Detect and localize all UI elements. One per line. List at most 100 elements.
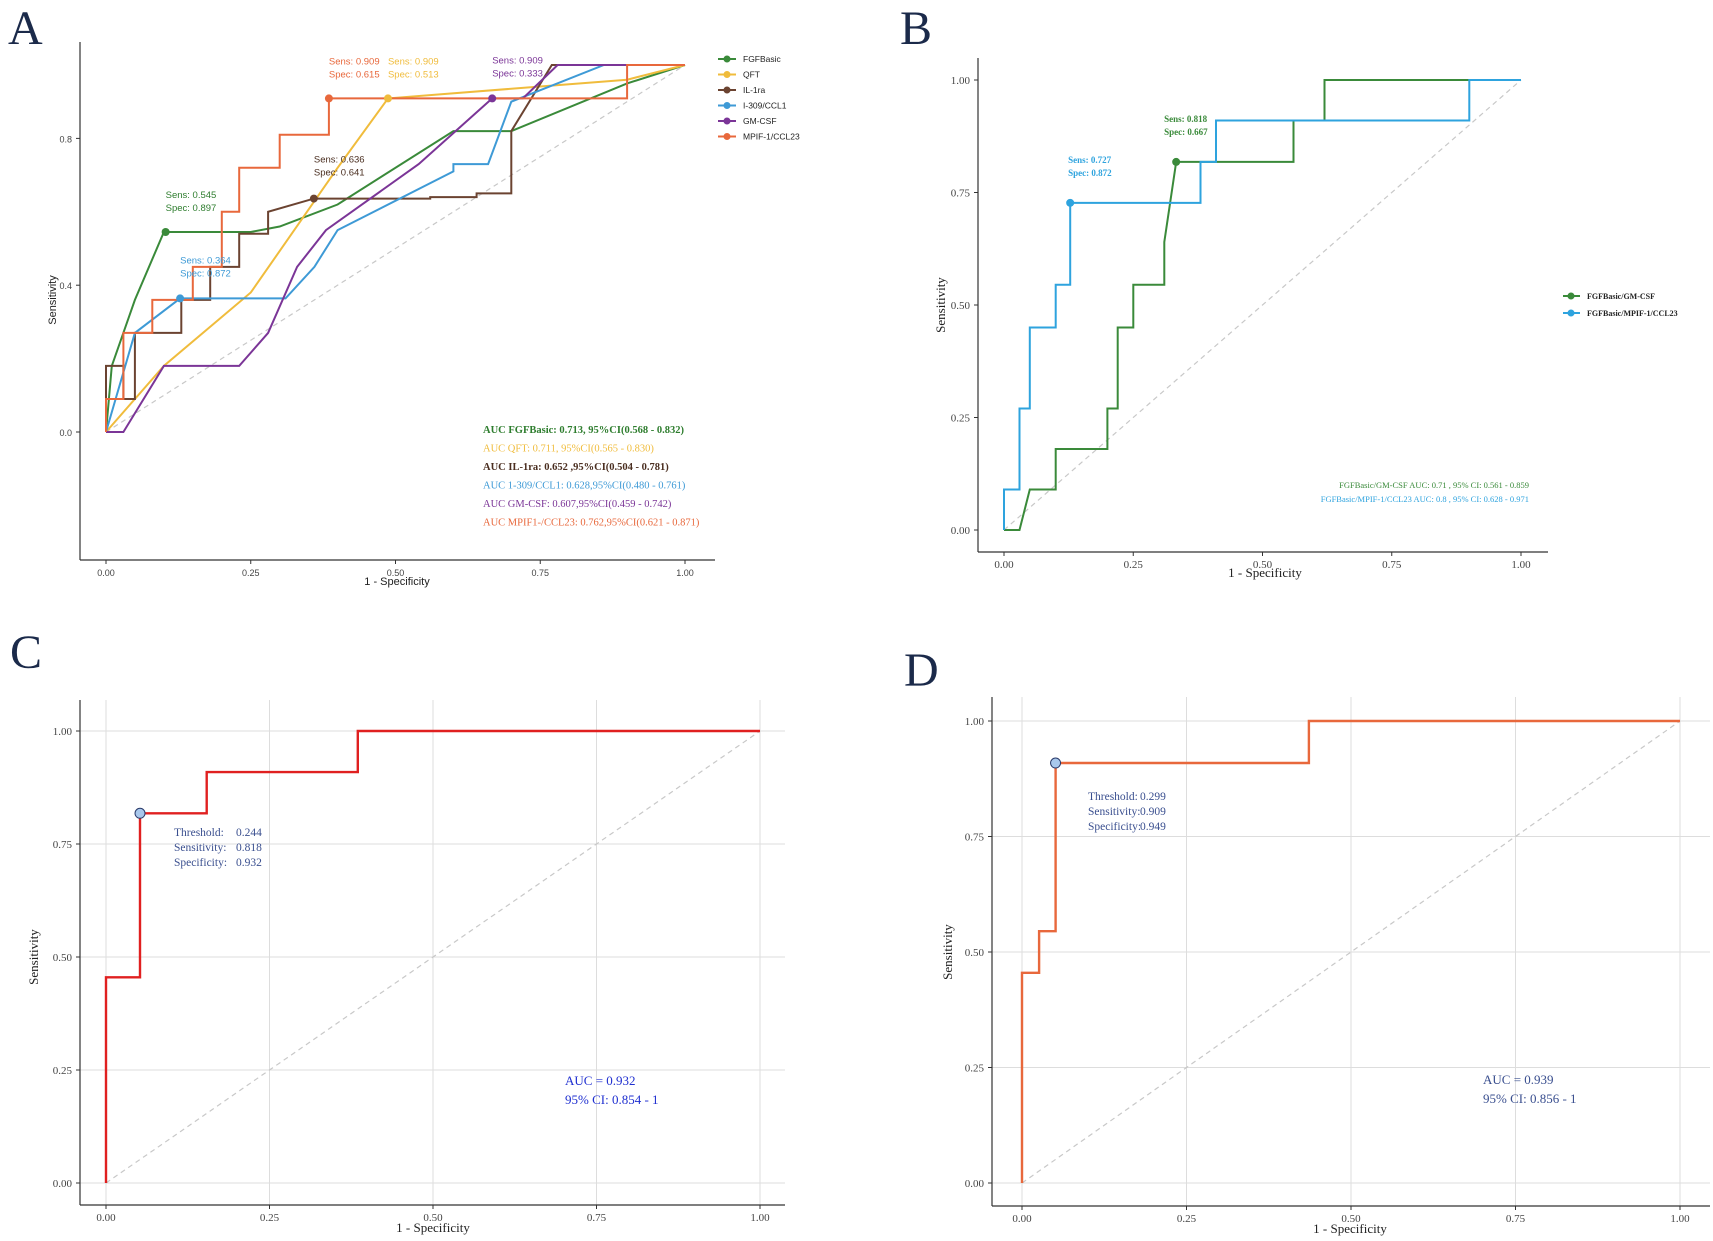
x-tick-label: 0.00 [97, 568, 115, 578]
threshold-box-label: Specificity: [174, 857, 227, 869]
auc-label: FGFBasic/GM-CSF AUC: 0.71 , 95% CI: 0.56… [1339, 480, 1529, 490]
threshold-box-value: 0.244 [236, 827, 262, 839]
threshold-box-value: 0.299 [1140, 791, 1166, 803]
legend-label: FGFBasic/GM-CSF [1587, 292, 1655, 301]
y-axis-label: Sensitivity [26, 929, 41, 985]
legend-marker [723, 86, 731, 94]
cutoff-point [309, 194, 318, 203]
legend-marker [723, 117, 731, 125]
legend-marker [723, 102, 731, 109]
cutoff-sens-label: Sens: 0.909 [388, 56, 439, 67]
cutoff-spec-label: Spec: 0.872 [180, 268, 231, 279]
threshold-box-value: 0.818 [236, 842, 262, 854]
reference-diagonal [105, 730, 761, 1184]
y-tick-label: 1.00 [951, 75, 971, 87]
roc-line-gm-csf [106, 64, 685, 433]
auc-label: AUC QFT: 0.711, 95%CI(0.565 - 0.830) [483, 444, 654, 455]
legend-label: GM-CSF [743, 116, 777, 126]
legend-marker [723, 71, 731, 78]
x-axis-label: 1 - Specificity [396, 1220, 470, 1235]
x-axis-label: 1 - Specificity [364, 576, 430, 588]
threshold-box-label: Threshold: [174, 827, 224, 839]
roc-line-fgfbasic-mpif-1-ccl23 [1003, 79, 1521, 530]
y-tick-label: 0.0 [59, 428, 72, 438]
legend-label: FGFBasic/MPIF-1/CCL23 [1587, 309, 1678, 318]
roc-panel-d: 0.00 0.25 0.50 0.75 1.00 0.00 0.25 0.50 0.75 1.00… [940, 697, 1710, 1236]
auc-label: AUC MPIF1-/CCL23: 0.762,95%CI(0.621 - 0.… [483, 518, 700, 529]
x-tick-label: 0.75 [1506, 1213, 1526, 1225]
x-tick-label: 0.50 [1341, 1213, 1361, 1225]
y-axis-label: Sensitivity [47, 275, 59, 325]
y-tick-label: 1.00 [53, 726, 73, 738]
legend-label: I-309/CCL1 [743, 101, 787, 111]
x-axis-label: 1 - Specificity [1313, 1221, 1387, 1236]
x-tick-label: 0.50 [1253, 559, 1273, 571]
cutoff-spec-label: Spec: 0.667 [1164, 127, 1208, 137]
threshold-box-label: Threshold: [1088, 791, 1138, 803]
x-tick-label: 1.00 [750, 1212, 770, 1224]
cutoff-sens-label: Sens: 0.636 [314, 155, 365, 166]
cutoff-point [161, 227, 170, 236]
y-tick-label: 0.50 [951, 300, 971, 312]
legend-marker [723, 133, 731, 140]
auc-label: AUC FGFBasic: 0.713, 95%CI(0.568 - 0.832… [483, 425, 684, 436]
cutoff-sens-label: Sens: 0.909 [492, 55, 543, 66]
legend-label: IL-1ra [743, 85, 765, 95]
y-tick-label: 0.75 [951, 188, 971, 200]
x-axis-label: 1 - Specificity [1228, 565, 1302, 580]
y-axis-label: Sensitivity [940, 924, 955, 980]
roc-panel-b: 0.00 0.25 0.50 0.75 1.00 0.00 0.25 0.50 0.75 1.00… [933, 58, 1678, 580]
y-tick-label: 0.75 [965, 832, 985, 844]
auc-label: FGFBasic/MPIF-1/CCL23 AUC: 0.8 , 95% CI:… [1321, 494, 1529, 504]
roc-line-roc [104, 729, 760, 1183]
ci-text: 95% CI: 0.854 - 1 [565, 1092, 659, 1107]
panel-label-c: C [10, 626, 42, 679]
reference-diagonal [105, 64, 686, 433]
legend-marker [1567, 292, 1575, 300]
y-tick-label: 0.25 [951, 413, 971, 425]
legend-marker [723, 55, 731, 63]
cutoff-spec-label: Spec: 0.513 [388, 69, 439, 80]
x-tick-label: 0.00 [994, 559, 1014, 571]
threshold-box-value: 0.932 [236, 857, 262, 869]
y-tick-label: 0.00 [53, 1178, 73, 1190]
x-tick-label: 0.00 [96, 1212, 116, 1224]
threshold-point [1050, 757, 1062, 769]
cutoff-spec-label: Spec: 0.641 [314, 168, 365, 179]
y-tick-label: 0.25 [965, 1063, 985, 1075]
y-tick-label: 0.50 [965, 947, 985, 959]
threshold-box-label: Specificity: [1088, 821, 1141, 833]
y-tick-label: 0.25 [53, 1065, 73, 1077]
cutoff-spec-label: Spec: 0.615 [329, 69, 380, 80]
roc-panel-c: 0.00 0.25 0.50 0.75 1.00 0.00 0.25 0.50 0.75 1.00… [26, 700, 785, 1235]
auc-label: AUC IL-1ra: 0.652 ,95%CI(0.504 - 0.781) [483, 462, 669, 473]
roc-line-il-1ra [105, 64, 685, 432]
threshold-box-value: 0.909 [1140, 806, 1166, 818]
cutoff-point [383, 94, 392, 103]
auc-label: AUC 1-309/CCL1: 0.628,95%CI(0.480 - 0.76… [483, 481, 686, 492]
x-tick-label: 0.25 [242, 568, 260, 578]
x-tick-label: 0.50 [423, 1212, 443, 1224]
roc-line-fgfbasic [105, 64, 686, 433]
x-tick-label: 1.00 [1670, 1213, 1690, 1225]
y-axis-label: Sensitivity [933, 277, 948, 333]
threshold-point [134, 807, 146, 819]
x-tick-label: 0.25 [1177, 1213, 1197, 1225]
legend-label: QFT [743, 70, 760, 80]
cutoff-spec-label: Spec: 0.897 [166, 203, 217, 214]
x-tick-label: 0.00 [1012, 1213, 1032, 1225]
x-tick-label: 0.50 [387, 568, 405, 578]
y-tick-label: 0.00 [965, 1178, 985, 1190]
cutoff-sens-label: Sens: 0.364 [180, 255, 231, 266]
panel-label-d: D [904, 644, 939, 697]
x-tick-label: 0.25 [260, 1212, 280, 1224]
y-tick-label: 0.00 [951, 525, 971, 537]
threshold-box-label: Sensitivity: [1088, 806, 1140, 818]
y-tick-label: 0.4 [59, 281, 72, 291]
cutoff-sens-label: Sens: 0.909 [329, 56, 380, 67]
auc-text: AUC = 0.939 [1483, 1072, 1554, 1087]
cutoff-sens-label: Sens: 0.818 [1164, 114, 1208, 124]
legend-label: FGFBasic [743, 54, 782, 64]
legend-marker [1567, 309, 1575, 317]
